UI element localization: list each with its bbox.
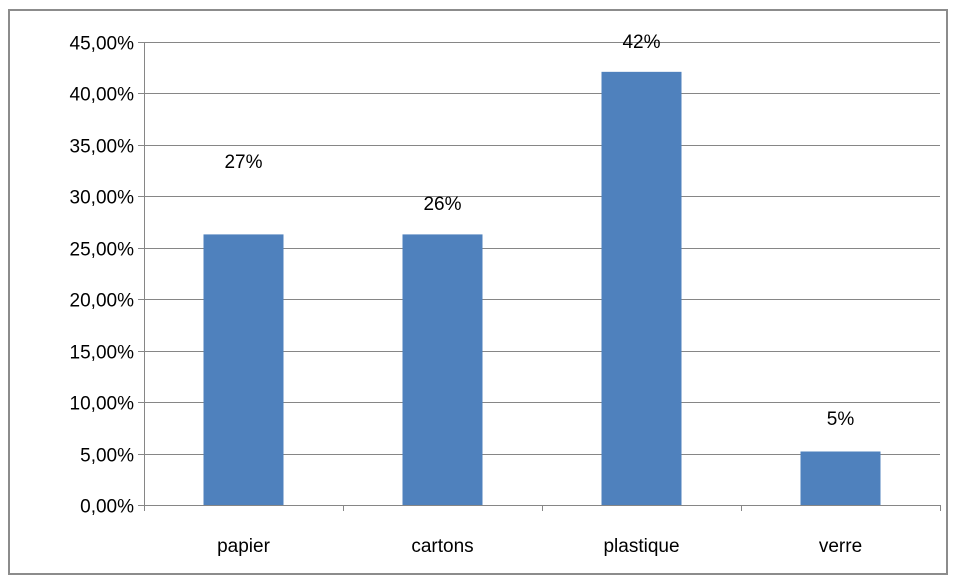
data-label: 26% bbox=[423, 194, 461, 215]
bar-papier bbox=[203, 234, 284, 505]
axes bbox=[138, 42, 941, 511]
y-tick-label: 0,00% bbox=[80, 497, 134, 518]
category-label: plastique bbox=[603, 536, 679, 557]
y-tick-label: 10,00% bbox=[70, 394, 135, 415]
bar-plastique bbox=[601, 71, 682, 506]
bar-cartons bbox=[402, 234, 483, 505]
y-tick-label: 35,00% bbox=[70, 137, 135, 158]
category-label: cartons bbox=[411, 536, 473, 557]
data-labels: 27% 26% 42% 5% bbox=[224, 32, 854, 430]
y-tick-label: 5,00% bbox=[80, 446, 134, 467]
y-tick-label: 30,00% bbox=[70, 188, 135, 209]
y-tick-label: 20,00% bbox=[70, 291, 135, 312]
category-label: papier bbox=[217, 536, 270, 557]
bars bbox=[203, 71, 881, 506]
data-label: 42% bbox=[622, 32, 660, 53]
data-label: 27% bbox=[224, 152, 262, 173]
y-tick-label: 25,00% bbox=[70, 240, 135, 261]
data-label: 5% bbox=[827, 409, 855, 430]
bar-verre bbox=[800, 451, 881, 505]
x-axis-category-labels: papier cartons plastique verre bbox=[217, 536, 862, 557]
y-tick-label: 45,00% bbox=[70, 34, 135, 55]
y-axis-tick-labels: 0,00% 5,00% 10,00% 15,00% 20,00% 25,00% 30,00%… bbox=[70, 34, 135, 518]
y-tick-label: 15,00% bbox=[70, 343, 135, 364]
category-label: verre bbox=[819, 536, 862, 557]
y-tick-label: 40,00% bbox=[70, 85, 135, 106]
